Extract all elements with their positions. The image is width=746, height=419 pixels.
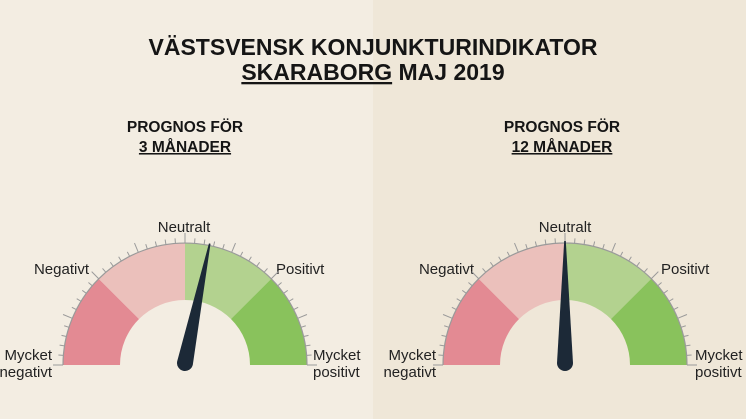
gauge-tick — [506, 251, 511, 257]
gauge-tick — [256, 261, 261, 267]
needle-shape — [557, 241, 573, 371]
gauge-tick — [583, 239, 586, 245]
gauge-tick — [145, 244, 148, 250]
gauge-tick — [109, 261, 114, 267]
gauge-tick — [677, 314, 688, 319]
gauge-12-months: PROGNOS FÖR 12 MÅNADER Neutralt Negativt… — [383, 119, 743, 381]
gauge-tick — [611, 242, 616, 253]
gauge-tick — [81, 289, 87, 294]
label-very-negative-1: Mycket — [4, 347, 52, 364]
gauge-tick — [650, 271, 659, 280]
gauge-3-months: PROGNOS FÖR 3 MÅNADER Neutralt Negativt … — [0, 119, 361, 381]
gauge-tick — [468, 282, 473, 287]
gauge-tick — [534, 241, 538, 247]
gauge-tick — [126, 251, 131, 257]
gauge-tick — [456, 298, 462, 302]
gauge-tick — [231, 242, 236, 253]
gauge-tick — [300, 325, 306, 328]
label-positive: Positivt — [661, 261, 710, 278]
gauge-tick — [514, 242, 519, 253]
gauge-tick — [61, 334, 67, 338]
gauge-needle — [177, 243, 211, 371]
gauge-tick — [482, 268, 487, 273]
gauge-tick — [643, 268, 648, 273]
label-negative: Negativt — [419, 261, 475, 278]
gauge-tick — [305, 344, 311, 347]
gauge-tick — [88, 282, 93, 287]
gauge-tick — [498, 256, 502, 262]
gauge-tick — [303, 334, 309, 338]
gauge-tick — [683, 334, 689, 338]
gauge-tick — [442, 314, 453, 319]
title-line1: VÄSTSVENSK KONJUNKTURINDIKATOR — [149, 34, 598, 60]
gauge-tick — [248, 256, 252, 262]
gauge-tick — [680, 325, 686, 328]
gauge-tick — [544, 239, 547, 245]
label-very-negative-2: negativt — [0, 364, 53, 381]
gauge-tick — [489, 261, 494, 267]
gauge-tick — [277, 282, 282, 287]
needle-shape — [177, 243, 211, 371]
gauge-needle — [557, 241, 573, 371]
gauge-tick — [283, 289, 289, 294]
gauge-horizon: 12 MÅNADER — [512, 139, 613, 156]
gauge-tick — [134, 242, 139, 253]
title-line2: SKARABORG MAJ 2019 — [241, 59, 504, 85]
gauge-tick — [91, 271, 100, 280]
gauge-tick — [212, 241, 216, 247]
gauge-tick — [76, 298, 82, 302]
gauge-tick — [657, 282, 662, 287]
label-very-negative-1: Mycket — [388, 347, 436, 364]
gauge-heading: PROGNOS FÖR — [504, 119, 620, 136]
label-very-positive-2: positivt — [695, 364, 743, 381]
title-region: SKARABORG — [241, 59, 392, 85]
gauge-tick — [668, 298, 674, 302]
gauge-tick — [164, 239, 167, 245]
gauge-heading: PROGNOS FÖR — [127, 119, 243, 136]
gauge-horizon: 3 MÅNADER — [139, 139, 231, 156]
gauge-tick — [239, 251, 244, 257]
gauge-tick — [154, 241, 158, 247]
label-very-positive-1: Mycket — [313, 347, 361, 364]
gauge-tick — [673, 306, 679, 311]
label-very-positive-1: Mycket — [695, 347, 743, 364]
label-negative: Negativt — [34, 261, 90, 278]
gauge-tick — [288, 298, 294, 302]
gauge-tick — [62, 314, 73, 319]
gauge-tick — [685, 344, 691, 347]
gauge-tick — [118, 256, 122, 262]
gauge-tick — [441, 334, 447, 338]
gauge-tick — [203, 239, 206, 245]
gauge-tick — [270, 271, 279, 280]
gauge-tick — [461, 289, 467, 294]
gauge-tick — [636, 261, 641, 267]
gauge-tick — [102, 268, 107, 273]
gauge-tick — [592, 241, 596, 247]
label-very-negative-2: negativt — [383, 364, 436, 381]
gauge-tick — [59, 344, 65, 347]
gauge-tick — [297, 314, 308, 319]
gauge-tick — [628, 256, 632, 262]
gauge-tick — [439, 344, 445, 347]
gauge-tick — [451, 306, 457, 311]
gauge-tick — [471, 271, 480, 280]
gauge-tick — [525, 244, 528, 250]
label-neutral: Neutralt — [539, 219, 592, 236]
gauge-tick — [64, 325, 70, 328]
gauge-tick — [602, 244, 605, 250]
label-very-positive-2: positivt — [313, 364, 361, 381]
gauge-tick — [71, 306, 77, 311]
label-positive: Positivt — [276, 261, 325, 278]
label-neutral: Neutralt — [158, 219, 211, 236]
gauge-tick — [663, 289, 669, 294]
gauge-tick — [263, 268, 268, 273]
gauge-tick — [619, 251, 624, 257]
title-period: MAJ 2019 — [399, 59, 505, 85]
gauge-tick — [293, 306, 299, 311]
gauge-tick — [222, 244, 225, 250]
gauge-tick — [444, 325, 450, 328]
